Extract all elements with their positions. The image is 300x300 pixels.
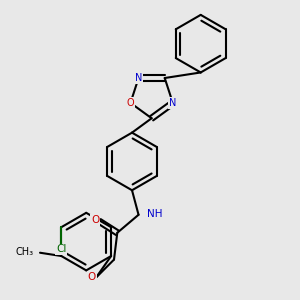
Text: O: O <box>91 215 99 225</box>
Text: N: N <box>169 98 176 108</box>
Text: Cl: Cl <box>56 244 67 254</box>
Text: CH₃: CH₃ <box>15 247 34 257</box>
Text: O: O <box>88 272 96 282</box>
Text: N: N <box>135 73 142 83</box>
Text: O: O <box>127 98 134 108</box>
Text: NH: NH <box>147 209 162 219</box>
